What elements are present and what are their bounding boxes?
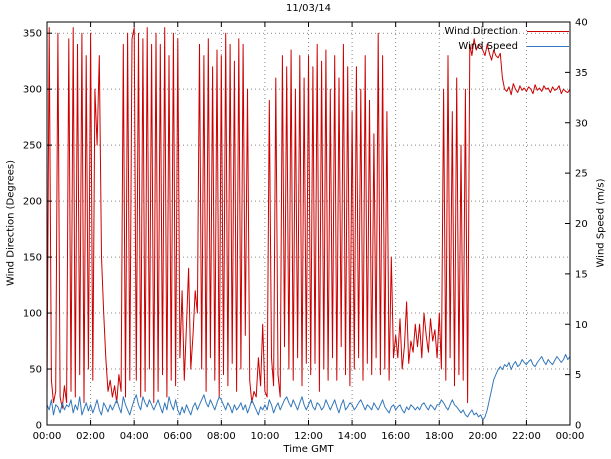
svg-text:200: 200 <box>23 197 42 208</box>
svg-text:10: 10 <box>575 320 588 331</box>
svg-text:150: 150 <box>23 253 42 264</box>
legend-line-sample-wind-speed <box>527 46 569 47</box>
svg-text:0: 0 <box>36 421 42 432</box>
legend-entry-wind-speed: Wind Speed <box>458 41 569 52</box>
svg-text:25: 25 <box>575 169 588 180</box>
svg-text:35: 35 <box>575 68 588 79</box>
svg-text:04:00: 04:00 <box>120 431 149 442</box>
svg-text:40: 40 <box>575 18 588 29</box>
svg-text:00:00: 00:00 <box>556 431 585 442</box>
svg-text:0: 0 <box>575 421 581 432</box>
axis-ticks <box>46 21 571 426</box>
svg-text:20: 20 <box>575 219 588 230</box>
svg-text:12:00: 12:00 <box>294 431 323 442</box>
tick-labels: 00:00 02:00 04:00 06:00 08:00 10:00 12:00 14:00… <box>23 18 588 443</box>
svg-text:10:00: 10:00 <box>251 431 280 442</box>
svg-text:18:00: 18:00 <box>425 431 454 442</box>
legend-line-sample-wind-direction <box>527 31 569 32</box>
svg-text:5: 5 <box>575 370 581 381</box>
svg-text:02:00: 02:00 <box>76 431 105 442</box>
y-axis-label-right: Wind Speed (m/s) <box>595 178 607 268</box>
legend-entry-wind-direction: Wind Direction <box>444 26 569 37</box>
svg-text:06:00: 06:00 <box>163 431 192 442</box>
x-axis-label: Time GMT <box>283 444 334 455</box>
svg-text:08:00: 08:00 <box>207 431 236 442</box>
legend-label-wind-direction: Wind Direction <box>444 26 519 37</box>
svg-text:16:00: 16:00 <box>381 431 410 442</box>
svg-text:00:00: 00:00 <box>33 431 62 442</box>
chart-title: 11/03/14 <box>286 3 331 14</box>
y-axis-label-left: Wind Direction (Degrees) <box>5 159 17 287</box>
svg-text:20:00: 20:00 <box>468 431 497 442</box>
legend: Wind Direction Wind Speed <box>444 26 569 52</box>
legend-label-wind-speed: Wind Speed <box>458 41 518 52</box>
svg-text:300: 300 <box>23 85 42 96</box>
svg-text:250: 250 <box>23 141 42 152</box>
svg-text:100: 100 <box>23 309 42 320</box>
svg-text:30: 30 <box>575 118 588 129</box>
svg-text:22:00: 22:00 <box>512 431 541 442</box>
svg-text:15: 15 <box>575 269 588 280</box>
svg-text:350: 350 <box>23 29 42 40</box>
svg-text:50: 50 <box>29 365 42 376</box>
svg-text:14:00: 14:00 <box>338 431 367 442</box>
wind-direction-line <box>46 27 571 409</box>
